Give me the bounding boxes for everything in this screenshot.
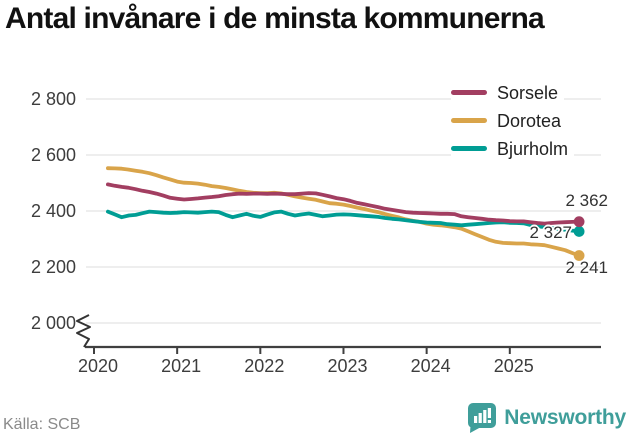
x-tick-label-2025: 2025 (494, 356, 534, 376)
x-tick-label-2024: 2024 (411, 356, 451, 376)
x-tick-label-2020: 2020 (78, 356, 118, 376)
x-tick-label-2023: 2023 (327, 356, 367, 376)
series-line-sorsele (106, 182, 581, 226)
branding: Newsworthy (467, 402, 626, 434)
legend-swatch-sorsele (451, 90, 487, 95)
series-end-dot-bjurholm (573, 226, 585, 237)
legend-swatch-bjurholm (451, 146, 487, 151)
value-label-bjurholm: 2 327 (529, 223, 572, 242)
source-note: Källa: SCB (3, 416, 81, 433)
value-label-dorotea: 2 241 (565, 258, 608, 277)
legend-item-sorsele: Sorsele (451, 79, 565, 106)
series-line-dorotea (106, 166, 581, 258)
legend-label-bjurholm: Bjurholm (497, 138, 569, 159)
legend-swatch-dorotea (451, 118, 487, 123)
legend-item-bjurholm: Bjurholm (451, 135, 575, 162)
branding-name: Newsworthy (504, 406, 626, 429)
newsworthy-logo-icon (468, 403, 497, 433)
axis-break-icon (76, 314, 91, 348)
page-title: Antal invånare i de minsta kommunerna (5, 2, 545, 35)
series-end-dot-dorotea (573, 250, 585, 261)
legend-item-dorotea: Dorotea (451, 107, 568, 134)
y-tick-label-2400: 2 400 (31, 201, 76, 221)
y-tick-label-2000: 2 000 (31, 313, 76, 333)
x-tick-label-2021: 2021 (161, 356, 201, 376)
y-tick-label-2800: 2 800 (31, 89, 76, 109)
y-tick-label-2600: 2 600 (31, 145, 76, 165)
x-tick-label-2022: 2022 (244, 356, 284, 376)
value-label-sorsele: 2 362 (565, 191, 608, 210)
legend: Sorsele Dorotea Bjurholm (451, 79, 575, 162)
legend-label-dorotea: Dorotea (497, 110, 562, 131)
series-end-dot-sorsele (573, 216, 585, 228)
legend-label-sorsele: Sorsele (497, 82, 559, 103)
y-tick-label-2200: 2 200 (31, 257, 76, 277)
